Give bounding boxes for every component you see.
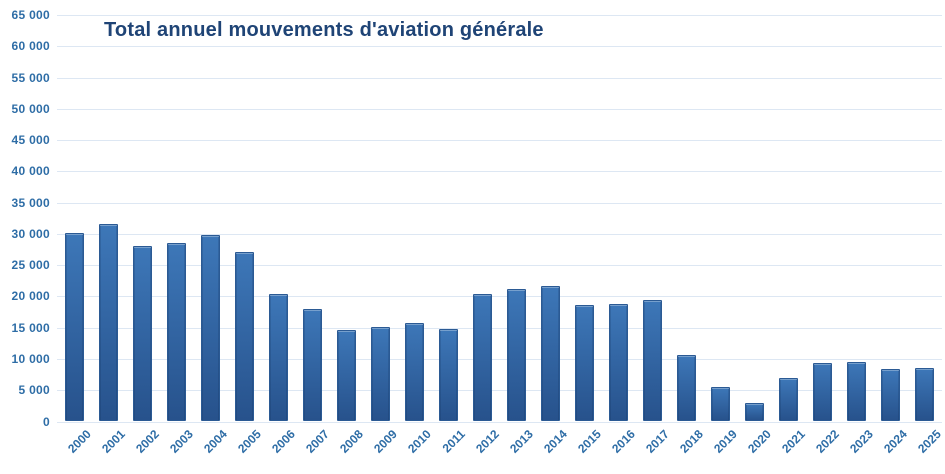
bar-2025 [914, 367, 934, 422]
bar-2018 [676, 355, 696, 422]
y-gridline [57, 233, 942, 235]
y-tick-label: 0 [43, 414, 50, 429]
bar-2007 [302, 308, 322, 422]
bar-2011 [438, 328, 458, 422]
y-tick-label: 40 000 [11, 164, 50, 179]
y-gridline [57, 296, 942, 298]
y-gridline [57, 140, 942, 142]
bar-2010 [404, 322, 424, 422]
y-gridline [57, 108, 942, 110]
bar-2019 [710, 387, 730, 422]
y-gridline [57, 327, 942, 329]
y-gridline [57, 77, 942, 79]
y-tick-label: 20 000 [11, 289, 50, 304]
bar-2002 [132, 245, 152, 422]
bar-2000 [64, 233, 84, 422]
bar-2003 [166, 243, 186, 422]
y-tick-label: 45 000 [11, 133, 50, 148]
y-gridline [57, 390, 942, 392]
y-tick-label: 10 000 [11, 351, 50, 366]
bar-2022 [812, 363, 832, 422]
y-tick-label: 65 000 [11, 8, 50, 22]
y-tick-label: 15 000 [11, 320, 50, 335]
bar-2024 [880, 368, 900, 422]
y-gridline [57, 171, 942, 173]
bar-2006 [268, 293, 288, 422]
y-gridline [57, 202, 942, 204]
bar-2017 [642, 300, 662, 422]
bar-2009 [370, 327, 390, 422]
y-gridline [57, 15, 942, 16]
y-tick-label: 50 000 [11, 101, 50, 116]
y-tick-label: 25 000 [11, 258, 50, 273]
bar-2005 [234, 252, 254, 422]
bar-2020 [744, 402, 764, 422]
bar-2023 [846, 362, 866, 422]
y-gridline [57, 265, 942, 267]
bar-2015 [574, 304, 594, 422]
bar-2013 [506, 288, 526, 422]
y-gridline [57, 421, 942, 423]
bar-2008 [336, 329, 356, 422]
bar-2016 [608, 303, 628, 422]
chart-title: Total annuel mouvements d'aviation génér… [104, 19, 544, 41]
y-gridline [57, 46, 942, 48]
y-tick-label: 30 000 [11, 226, 50, 241]
y-tick-label: 55 000 [11, 70, 50, 85]
y-tick-label: 60 000 [11, 39, 50, 54]
y-tick-label: 35 000 [11, 195, 50, 210]
bar-2014 [540, 285, 560, 422]
bar-2001 [98, 223, 118, 422]
bar-2021 [778, 377, 798, 422]
y-gridline [57, 358, 942, 360]
bar-2004 [200, 234, 220, 422]
y-tick-label: 5 000 [18, 383, 50, 398]
bar-2012 [472, 293, 492, 422]
